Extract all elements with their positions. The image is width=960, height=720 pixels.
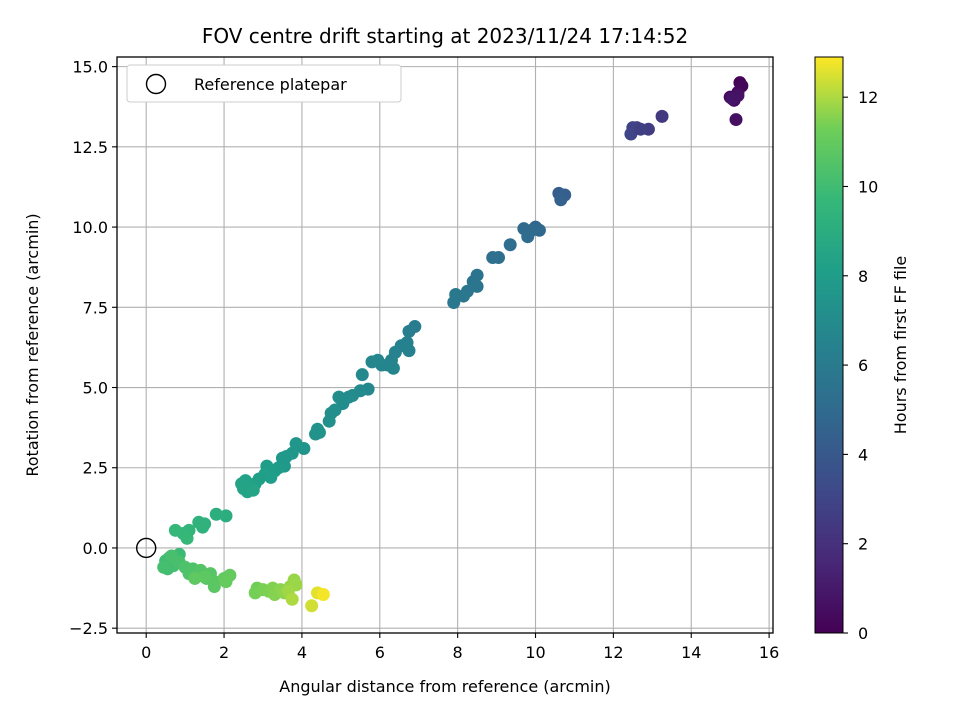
data-point: [386, 361, 400, 375]
x-axis-label: Angular distance from reference (arcmin): [279, 677, 610, 696]
data-point: [168, 523, 182, 537]
legend-entry-label: Reference platepar: [194, 75, 347, 94]
data-point: [180, 531, 194, 545]
plot-frame: [116, 56, 774, 634]
data-point: [402, 324, 416, 338]
colorbar-tick-label: 4: [858, 445, 868, 464]
data-point: [207, 579, 221, 593]
data-point: [447, 295, 461, 309]
data-points: [157, 76, 749, 613]
data-point: [486, 251, 500, 265]
x-tick-label: 4: [297, 643, 307, 662]
data-point: [219, 575, 233, 589]
data-point: [521, 230, 535, 244]
colorbar-tick-label: 10: [858, 177, 878, 196]
colorbar-tick-label: 0: [858, 624, 868, 643]
chart-title: FOV centre drift starting at 2023/11/24 …: [202, 24, 688, 48]
data-point: [470, 279, 484, 293]
legend: Reference platepar: [126, 64, 402, 103]
data-point: [209, 507, 223, 521]
data-point: [725, 92, 739, 106]
colorbar-tick-label: 12: [858, 88, 878, 107]
y-axis-label: Rotation from reference (arcmin): [23, 213, 42, 476]
legend-box: [126, 64, 402, 103]
colorbar-gradient: [814, 56, 844, 634]
x-tick-label: 10: [525, 643, 545, 662]
y-tick-label: 0.0: [83, 539, 108, 558]
data-point: [355, 368, 369, 382]
data-point: [157, 560, 171, 574]
data-point: [634, 122, 648, 136]
data-point: [188, 571, 202, 585]
data-point: [328, 403, 342, 417]
colorbar-ticks: 0 2 4 6 8 10 12: [843, 88, 878, 643]
data-point: [503, 238, 517, 252]
colorbar: 0 2 4 6 8 10 12 Hours from first FF file: [814, 56, 910, 643]
reference-marker: [135, 537, 157, 559]
colorbar-label: Hours from first FF file: [891, 256, 910, 435]
y-tick-label: 5.0: [83, 379, 108, 398]
x-tick-label: 16: [759, 643, 779, 662]
x-tick-label: 14: [681, 643, 701, 662]
data-point: [655, 109, 669, 123]
data-point: [316, 587, 330, 601]
x-tick-label: 6: [375, 643, 385, 662]
y-tick-label: −2.5: [69, 619, 108, 638]
data-point: [305, 599, 319, 613]
y-axis-ticks: −2.5 0.0 2.5 5.0 7.5 10.0 12.5 15.0: [69, 58, 117, 638]
data-point: [285, 592, 299, 606]
y-tick-label: 7.5: [83, 298, 108, 317]
data-point: [312, 425, 326, 439]
x-axis-ticks: 0 2 4 6 8 10 12 14 16: [141, 633, 779, 662]
y-tick-label: 12.5: [72, 138, 108, 157]
x-tick-label: 2: [219, 643, 229, 662]
colorbar-tick-label: 2: [858, 535, 868, 554]
reference-point-marker: [135, 537, 157, 559]
data-point: [332, 390, 346, 404]
data-point: [554, 193, 568, 207]
data-point: [729, 113, 743, 127]
x-tick-label: 8: [453, 643, 463, 662]
data-point: [196, 520, 210, 534]
x-tick-label: 0: [141, 643, 151, 662]
y-tick-label: 15.0: [72, 58, 108, 77]
data-point: [624, 127, 638, 141]
x-tick-label: 12: [603, 643, 623, 662]
y-tick-label: 2.5: [83, 459, 108, 478]
data-point: [219, 509, 233, 523]
data-point: [322, 414, 336, 428]
grid-lines: [117, 57, 773, 633]
data-point: [365, 355, 379, 369]
colorbar-tick-label: 8: [858, 267, 868, 286]
data-point: [246, 483, 260, 497]
y-tick-label: 10.0: [72, 218, 108, 237]
legend-marker-icon: [145, 73, 167, 95]
data-point: [198, 570, 212, 584]
colorbar-tick-label: 6: [858, 356, 868, 375]
